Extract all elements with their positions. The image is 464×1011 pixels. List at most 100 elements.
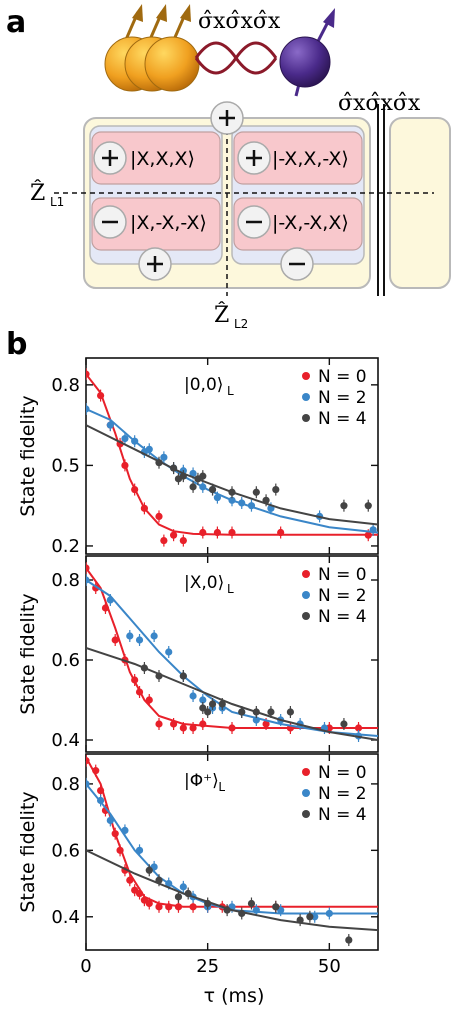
data-point	[135, 889, 144, 898]
x-axis-label: τ (ms)	[204, 985, 265, 1007]
legend-marker	[302, 612, 310, 620]
data-point	[170, 531, 178, 539]
x-tick-label: 0	[80, 956, 91, 977]
data-point	[184, 889, 192, 898]
data-point	[204, 708, 212, 716]
data-point	[364, 502, 372, 510]
data-point	[97, 391, 105, 400]
data-point	[325, 909, 333, 918]
data-point	[179, 536, 187, 545]
data-point	[189, 724, 197, 732]
fit-curve-n4	[86, 424, 378, 526]
data-point	[228, 488, 236, 496]
data-point	[179, 472, 187, 480]
data-point	[364, 531, 372, 539]
legend-marker	[302, 393, 310, 401]
data-point	[208, 485, 217, 494]
data-point	[199, 528, 207, 537]
state-label-sub: L	[227, 384, 234, 398]
legend-label: N = 2	[318, 388, 367, 408]
data-point	[121, 434, 129, 443]
data-point	[106, 596, 114, 604]
panel-b-letter: b	[6, 327, 27, 362]
data-point	[199, 720, 207, 728]
data-point	[145, 899, 153, 908]
data-point	[277, 528, 285, 537]
data-point	[155, 459, 163, 467]
data-point	[189, 483, 197, 491]
legend-label: N = 4	[318, 607, 367, 627]
fit-curve-n4	[86, 647, 378, 741]
chart-1: 0.2 0.5 0.8 State fidelity |0,0⟩ L N = 0N = 2N…	[17, 357, 379, 557]
x-tick-label: 25	[196, 956, 219, 977]
data-point	[106, 816, 114, 825]
z-l1-sub: L1	[50, 195, 64, 209]
state-cell-1	[91, 131, 221, 185]
legend-label: N = 0	[318, 763, 367, 783]
data-point	[165, 648, 173, 656]
data-point	[101, 604, 110, 612]
data-point	[140, 504, 148, 512]
state-label: |X,0⟩	[184, 573, 224, 593]
data-point	[97, 786, 105, 795]
plot-area	[86, 562, 378, 742]
data-point	[179, 672, 187, 680]
y-tick-label: 0.4	[51, 730, 80, 751]
data-point	[199, 696, 207, 704]
data-point	[155, 672, 163, 680]
y-axis-label: State fidelity	[17, 395, 39, 516]
data-point	[155, 720, 163, 728]
plot-area	[86, 754, 378, 947]
legend-label: N = 2	[318, 784, 367, 804]
data-point	[135, 846, 144, 854]
plot-frame	[85, 555, 379, 753]
data-point	[262, 496, 270, 504]
data-point	[121, 826, 129, 835]
data-point	[106, 421, 114, 429]
data-point	[150, 632, 158, 640]
data-point	[189, 903, 197, 911]
legend-label: N = 4	[318, 409, 367, 429]
data-point	[247, 502, 256, 510]
data-point	[165, 879, 173, 888]
data-point	[135, 636, 144, 644]
data-point	[165, 903, 173, 911]
x-tick-label: 50	[318, 956, 341, 977]
fit-curve-n0	[86, 567, 378, 729]
z-l2-sub: L2	[234, 317, 248, 331]
data-point	[345, 936, 353, 944]
state-label-2: |-X,X,-X⟩	[272, 148, 349, 170]
data-point	[204, 899, 212, 908]
legend-label: N = 0	[318, 367, 367, 387]
legend-label: N = 4	[318, 805, 367, 825]
data-point	[135, 688, 144, 696]
fit-curve-n2	[86, 408, 378, 534]
data-point	[116, 846, 124, 854]
data-point	[238, 909, 246, 918]
data-point	[199, 483, 207, 491]
data-point	[238, 499, 246, 507]
plot-frame	[85, 357, 379, 555]
data-point	[228, 724, 236, 732]
data-point	[213, 494, 221, 502]
panel-a: a	[6, 4, 451, 331]
panel-a-letter: a	[6, 5, 26, 40]
data-point	[145, 696, 153, 704]
y-tick-label: 0.2	[51, 536, 80, 557]
data-point	[179, 724, 187, 732]
data-point	[86, 564, 90, 572]
data-point	[208, 700, 217, 708]
data-point	[126, 876, 134, 884]
data-point	[199, 472, 207, 480]
data-point	[354, 724, 363, 732]
data-point	[86, 405, 90, 413]
data-point	[155, 903, 163, 911]
data-point	[213, 528, 221, 537]
operator-right: σ̂xσ̂xσ̂x	[338, 91, 421, 116]
data-point	[170, 464, 178, 472]
data-point	[160, 536, 168, 545]
y-axis-label: State fidelity	[17, 593, 39, 714]
y-axis-label: State fidelity	[17, 791, 39, 912]
